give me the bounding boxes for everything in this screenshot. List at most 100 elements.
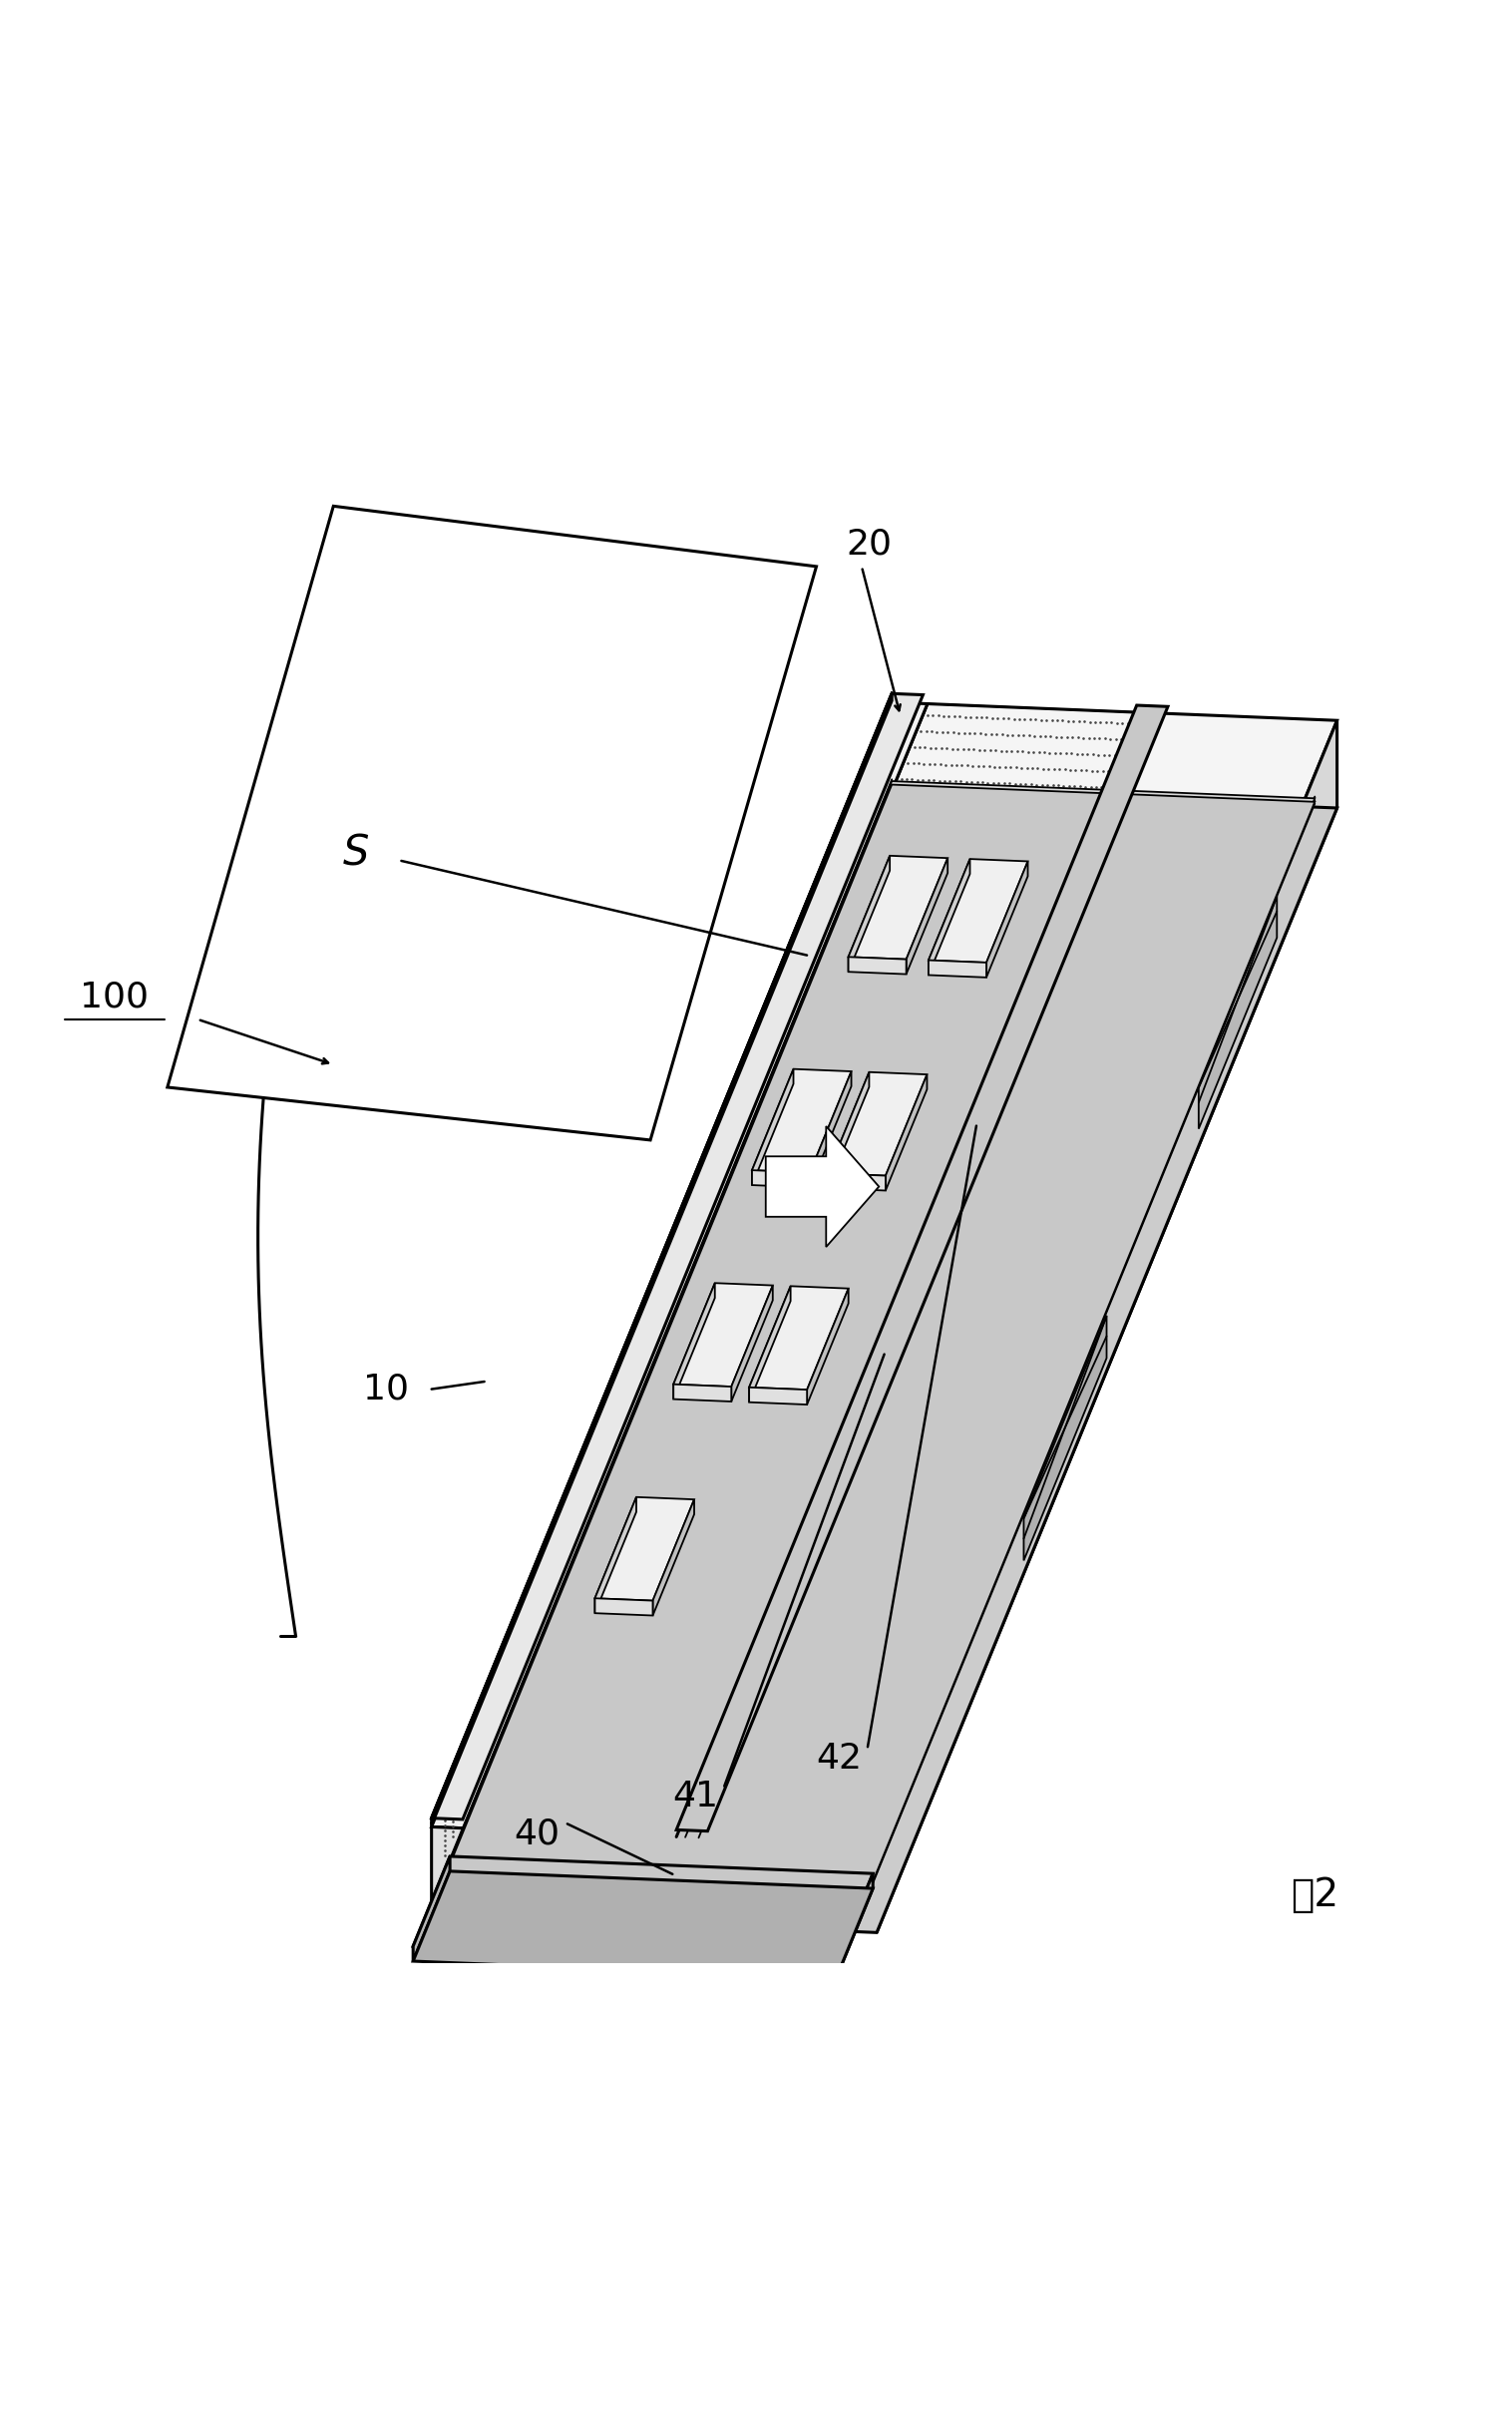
Point xyxy=(680,1660,705,1698)
Point xyxy=(809,1454,833,1493)
Point xyxy=(631,1674,655,1713)
Point xyxy=(662,1677,686,1715)
Point xyxy=(658,1512,682,1551)
Point xyxy=(945,1053,969,1092)
Point xyxy=(800,1341,824,1380)
Point xyxy=(667,1694,691,1732)
Point xyxy=(750,1599,774,1638)
Point xyxy=(535,1720,559,1759)
Point xyxy=(826,1276,850,1314)
Point xyxy=(761,1290,785,1329)
Point xyxy=(761,1208,785,1247)
Point xyxy=(927,1087,951,1126)
Point xyxy=(448,1769,472,1807)
Point xyxy=(885,725,909,763)
Point xyxy=(963,942,987,981)
Point xyxy=(715,1136,739,1174)
Point xyxy=(792,928,816,966)
Point xyxy=(940,713,965,751)
Point xyxy=(800,920,824,959)
Point xyxy=(998,911,1022,949)
Point xyxy=(739,1068,764,1107)
Point xyxy=(874,889,898,928)
Point xyxy=(785,1015,809,1053)
Point xyxy=(662,1529,686,1568)
Point xyxy=(921,858,945,896)
Point xyxy=(735,1566,759,1604)
Point xyxy=(493,1783,517,1822)
Point xyxy=(789,1015,813,1053)
Point xyxy=(617,1377,641,1416)
Point xyxy=(833,1099,857,1138)
Point xyxy=(853,788,877,826)
Point xyxy=(581,1689,605,1727)
Point xyxy=(686,1336,711,1375)
Point xyxy=(1001,942,1025,981)
Point xyxy=(617,1358,641,1396)
Point xyxy=(907,1133,931,1172)
Point xyxy=(570,1496,594,1534)
Point xyxy=(671,1481,696,1520)
Point xyxy=(762,1027,786,1065)
Point xyxy=(854,954,878,993)
Point xyxy=(739,1435,764,1474)
Point xyxy=(779,1421,803,1459)
Point xyxy=(857,1148,881,1186)
Point xyxy=(895,761,919,800)
Point xyxy=(741,1338,765,1377)
Point xyxy=(644,1561,668,1599)
Point xyxy=(824,983,848,1022)
Point xyxy=(788,1128,812,1167)
Point xyxy=(685,1742,709,1781)
Point xyxy=(1001,780,1025,819)
Point xyxy=(818,1389,842,1428)
Point xyxy=(1043,879,1067,918)
Point xyxy=(848,1034,872,1073)
Point xyxy=(835,1000,859,1039)
Point xyxy=(712,1662,736,1701)
Point xyxy=(590,1624,614,1662)
Point xyxy=(776,1225,800,1264)
Point xyxy=(889,1230,913,1268)
Point xyxy=(479,1725,503,1764)
Point xyxy=(525,1587,549,1626)
Point xyxy=(767,1421,791,1459)
Point xyxy=(950,908,974,947)
Point xyxy=(653,1416,677,1454)
Point xyxy=(656,1773,680,1812)
Point xyxy=(650,1611,674,1650)
Point xyxy=(629,1464,653,1503)
Point xyxy=(683,1694,708,1732)
Point xyxy=(921,1005,945,1044)
Point xyxy=(611,1788,635,1826)
Point xyxy=(655,1399,679,1438)
Point xyxy=(981,925,1005,964)
Point xyxy=(915,1167,939,1206)
Point xyxy=(632,1351,656,1389)
Point xyxy=(813,1389,838,1428)
Point xyxy=(959,778,983,817)
Point xyxy=(940,875,965,913)
Point xyxy=(564,1689,588,1727)
Point xyxy=(891,1198,915,1237)
Point xyxy=(765,1145,789,1184)
Point xyxy=(1025,766,1049,805)
Point xyxy=(874,906,898,945)
Point xyxy=(801,1000,826,1039)
Point xyxy=(865,1198,889,1237)
Point xyxy=(909,858,933,896)
Point xyxy=(1098,737,1122,776)
Point xyxy=(915,940,939,978)
Point xyxy=(810,1276,835,1314)
Point xyxy=(888,1020,912,1058)
Point xyxy=(561,1737,585,1776)
Point xyxy=(892,1102,916,1140)
Point xyxy=(897,971,921,1010)
Point xyxy=(525,1602,549,1640)
Point xyxy=(891,971,915,1010)
Point xyxy=(934,892,959,930)
Point xyxy=(653,1351,677,1389)
Point xyxy=(569,1771,593,1810)
Point xyxy=(862,771,886,809)
Point xyxy=(697,1727,721,1766)
